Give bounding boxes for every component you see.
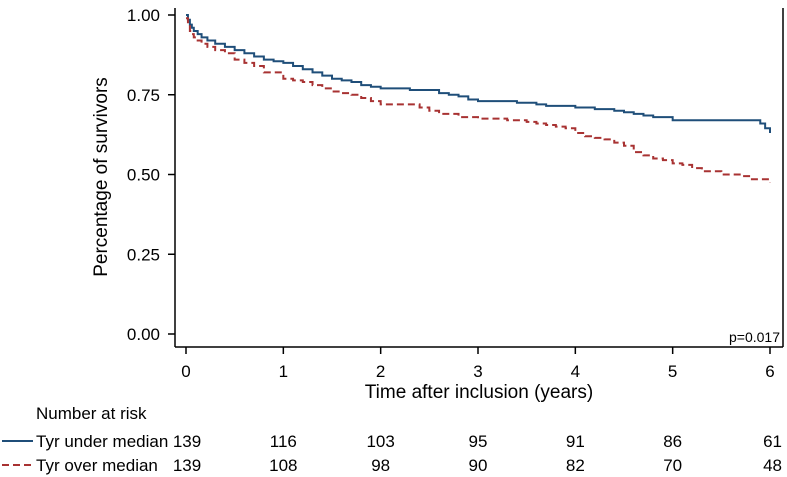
y-axis-title: Percentage of survivors: [91, 77, 112, 277]
risk-count: 108: [269, 456, 297, 475]
x-axis-title: Time after inclusion (years): [365, 382, 593, 403]
y-tick-label: 1.00: [127, 6, 160, 25]
y-axis-ticks: 0.00 0.25 0.50 0.75 1.00: [127, 6, 175, 344]
x-axis-ticks: 0 1 2 3 4 5 6: [181, 347, 775, 381]
y-tick-label: 0.50: [127, 166, 160, 185]
risk-count: 116: [270, 432, 297, 451]
p-value-annotation: p=0.017: [729, 329, 780, 345]
risk-count: 48: [763, 456, 782, 475]
y-tick-label: 0.75: [127, 86, 160, 105]
risk-row-label: Tyr over median: [36, 456, 158, 475]
x-tick-label: 2: [376, 362, 385, 381]
risk-count: 139: [173, 432, 201, 451]
x-tick-label: 0: [181, 362, 190, 381]
y-tick-label: 0.25: [127, 245, 160, 264]
risk-count: 86: [663, 432, 682, 451]
risk-table-title: Number at risk: [36, 404, 147, 423]
risk-count: 98: [371, 456, 390, 475]
risk-row-label: Tyr under median: [36, 432, 168, 451]
risk-count: 61: [763, 432, 782, 451]
y-tick-label: 0.00: [127, 325, 160, 344]
series-line-tyr-over-median: [186, 17, 771, 183]
risk-table: Tyr under median 139 116 103 95 91 86 61 Tyr ove…: [2, 432, 782, 475]
x-tick-label: 6: [765, 362, 774, 381]
risk-count: 103: [366, 432, 394, 451]
risk-count: 139: [173, 456, 201, 475]
risk-count: 91: [566, 432, 585, 451]
x-tick-label: 3: [473, 362, 482, 381]
x-tick-label: 4: [571, 362, 580, 381]
series-layer: [186, 14, 771, 183]
x-tick-label: 5: [668, 362, 677, 381]
risk-count: 70: [663, 456, 682, 475]
x-tick-label: 1: [279, 362, 288, 381]
risk-count: 95: [469, 432, 488, 451]
risk-count: 90: [469, 456, 488, 475]
risk-count: 82: [566, 456, 585, 475]
series-line-tyr-under-median: [186, 14, 771, 134]
